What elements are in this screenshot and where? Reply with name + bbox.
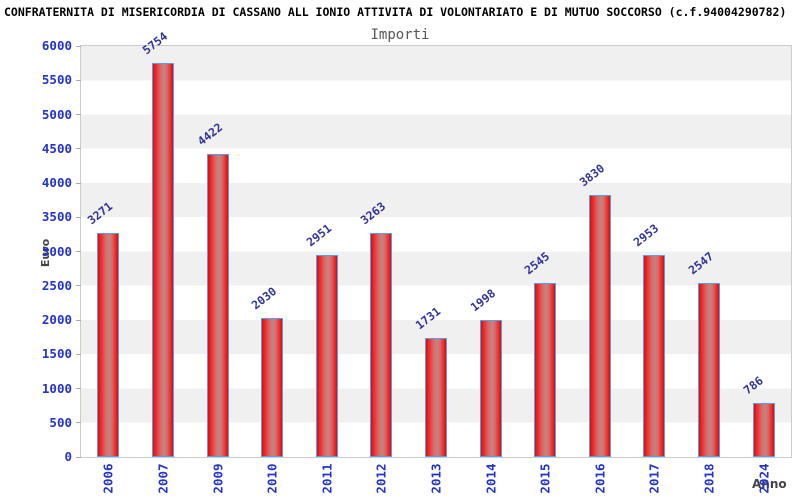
y-tick-mark (76, 456, 81, 458)
x-tick-label: 2011 (319, 463, 335, 494)
y-tick-mark (76, 353, 81, 355)
y-tick-label: 4000 (41, 175, 72, 190)
y-tick-mark (76, 182, 81, 184)
y-tick-mark (76, 388, 81, 389)
y-tick-label: 1000 (41, 380, 72, 396)
chart-header-title: CONFRATERNITA DI MISERICORDIA DI CASSANO… (4, 5, 787, 19)
y-tick-label: 2500 (41, 277, 72, 293)
y-tick-label: 3500 (41, 209, 72, 225)
y-tick-label: 3000 (41, 243, 72, 259)
x-tick-label: 2024 (756, 463, 772, 494)
y-tick-label: 2000 (41, 312, 72, 327)
y-tick-mark (76, 148, 81, 150)
y-tick-label: 6000 (41, 38, 72, 53)
x-tick-label: 2018 (701, 463, 717, 494)
y-tick-mark (76, 285, 81, 287)
bar-2015 (534, 283, 557, 457)
y-tick-label: 5500 (41, 72, 72, 88)
x-tick-label: 2013 (428, 463, 444, 494)
y-tick-label: 0 (64, 449, 72, 464)
chart-title: Importi (370, 27, 430, 43)
y-tick-label: 4500 (41, 140, 72, 156)
bar-2013 (425, 338, 447, 457)
bar-2017 (643, 255, 666, 457)
x-tick-label: 2017 (646, 463, 662, 494)
x-tick-label: 2006 (100, 463, 116, 494)
x-tick-label: 2015 (537, 463, 553, 494)
bar-2009 (206, 154, 229, 457)
y-tick-mark (76, 45, 81, 47)
x-tick-label: 2007 (155, 463, 171, 494)
bar-2014 (479, 320, 502, 457)
y-tick-mark (76, 422, 81, 424)
bar-2006 (97, 233, 120, 457)
y-tick-mark (76, 251, 81, 252)
y-tick-label: 1500 (41, 346, 72, 362)
y-tick-mark (76, 79, 81, 81)
bar-2007 (151, 63, 174, 457)
y-tick-mark (76, 319, 81, 321)
x-tick-label: 2012 (373, 463, 389, 494)
x-tick-label: 2016 (592, 463, 608, 494)
bar-2016 (588, 195, 611, 457)
bar-2011 (315, 255, 338, 457)
x-tick-label: 2009 (210, 463, 226, 494)
bar-2012 (370, 233, 393, 457)
x-axis-label: Anno (752, 477, 787, 491)
x-tick-label: 2010 (264, 463, 280, 494)
y-tick-mark (76, 216, 81, 218)
y-tick-label: 500 (49, 414, 72, 430)
bar-2018 (698, 283, 721, 457)
bar-2024 (752, 403, 775, 457)
bar-2010 (261, 318, 284, 457)
y-tick-label: 5000 (41, 106, 72, 122)
y-tick-mark (76, 114, 81, 115)
x-tick-label: 2014 (483, 463, 499, 494)
